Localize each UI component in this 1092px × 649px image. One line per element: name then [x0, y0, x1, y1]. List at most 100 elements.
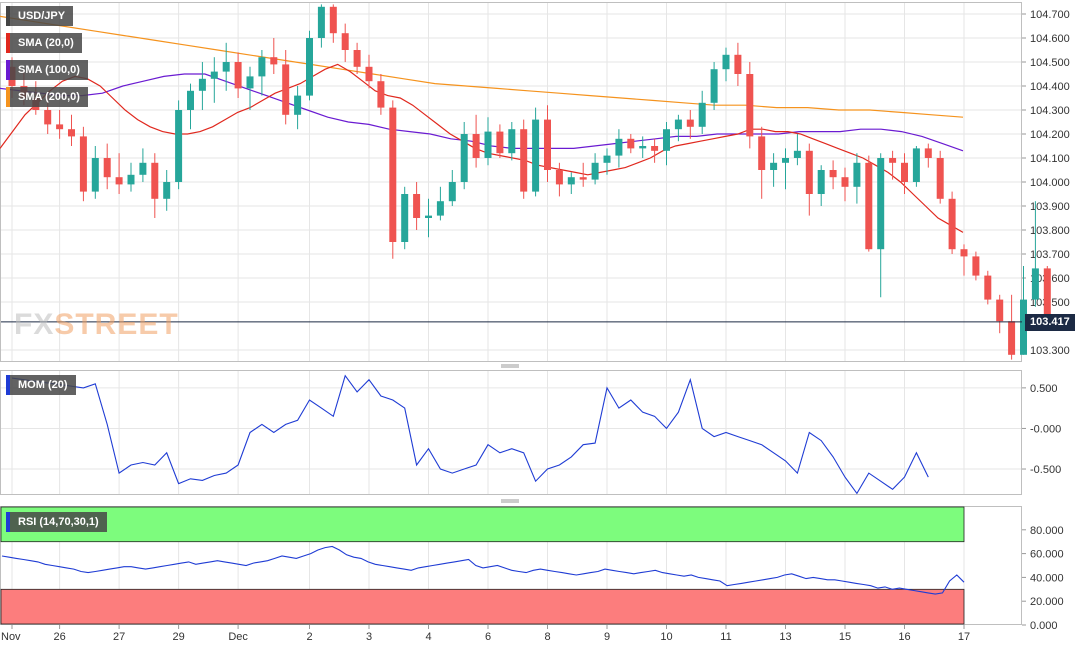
x-axis-label: 6 — [485, 631, 491, 643]
candle-body — [984, 275, 992, 300]
price-tick-label: 103.900 — [1030, 201, 1070, 213]
legend-rsi-swatch — [6, 512, 10, 532]
x-axis-label: 17 — [958, 631, 970, 643]
rsi-tick-label: 0.000 — [1030, 620, 1058, 632]
candle-body — [317, 6, 325, 39]
price-tick-label: 104.200 — [1030, 129, 1070, 141]
rsi-line — [1, 545, 965, 595]
rsi-tick-label: 20.000 — [1030, 596, 1064, 608]
legend-momentum[interactable]: MOM (20) — [6, 375, 76, 395]
x-axis-label: 13 — [779, 631, 791, 643]
sma100-line — [0, 73, 964, 152]
candle-body — [639, 146, 647, 149]
candle-body — [68, 129, 75, 137]
candle-body — [341, 33, 349, 50]
candle-body — [1043, 268, 1051, 322]
watermark-street: STREET — [54, 308, 179, 341]
candle-body — [520, 129, 528, 192]
candle-body — [663, 129, 670, 151]
rsi-overbought-zone — [0, 506, 965, 543]
price-tick-label: 104.500 — [1030, 57, 1070, 69]
rsi-tick-label: 60.000 — [1030, 549, 1064, 561]
x-axis-label: 11 — [720, 631, 731, 643]
candle-body — [377, 81, 385, 108]
legend-sma100-swatch — [6, 60, 10, 80]
legend-sma20-label: SMA (20,0) — [18, 37, 74, 49]
legend-sma200-swatch — [6, 87, 10, 107]
candle-body — [56, 124, 64, 130]
candle-body — [258, 57, 266, 77]
candle-body — [79, 136, 87, 192]
legend-usdjpy[interactable]: USD/JPY — [6, 6, 74, 26]
candle-body — [877, 158, 885, 250]
x-axis-label: Nov — [1, 631, 21, 643]
candle-body — [615, 138, 623, 156]
candle-body — [889, 158, 897, 163]
x-axis-label: Dec — [228, 631, 248, 643]
candle-body — [198, 78, 206, 91]
candle-body — [175, 110, 183, 182]
candle-body — [210, 71, 218, 79]
candle-body — [448, 182, 456, 202]
candle-body — [1008, 321, 1016, 355]
x-axis-label: 16 — [898, 631, 910, 643]
candle-body — [627, 138, 635, 149]
candle-body — [270, 57, 278, 65]
legend-rsi[interactable]: RSI (14,70,30,1) — [6, 512, 107, 532]
legend-momentum-swatch — [6, 375, 10, 395]
momentum-panel-frame — [0, 370, 1022, 495]
price-tick-label: 103.300 — [1030, 345, 1070, 357]
candle-body — [853, 162, 861, 187]
candle-body — [948, 198, 956, 250]
candle-body — [579, 177, 587, 180]
price-tick-label: 104.300 — [1030, 105, 1070, 117]
candle-body — [282, 64, 290, 115]
candle-body — [103, 158, 111, 178]
candle-body — [484, 131, 492, 158]
legend-sma20-swatch — [6, 33, 10, 53]
candle-body — [936, 158, 944, 199]
price-tick-label: 104.400 — [1030, 81, 1070, 93]
price-tick-label: 104.100 — [1030, 153, 1070, 165]
legend-sma20[interactable]: SMA (20,0) — [6, 33, 82, 53]
candle-body — [44, 110, 52, 125]
candle-body — [770, 162, 778, 170]
candle-body — [460, 134, 468, 182]
candle-body — [425, 215, 432, 218]
candle-body — [389, 107, 397, 242]
candle-body — [912, 148, 920, 182]
candle-body — [698, 102, 706, 127]
candle-body — [758, 136, 766, 170]
legend-sma200-label: SMA (200,0) — [18, 91, 80, 103]
candle-body — [91, 158, 99, 192]
x-axis-label: 3 — [366, 631, 372, 643]
candle-body — [294, 95, 302, 115]
candle-body — [544, 119, 551, 170]
x-axis-label: 9 — [604, 631, 610, 643]
x-axis-label: 8 — [544, 631, 550, 643]
legend-usdjpy-label: USD/JPY — [18, 10, 66, 22]
candle-body — [901, 162, 908, 182]
candle-body — [793, 150, 801, 158]
candle-body — [603, 155, 611, 163]
candle-body — [782, 158, 789, 163]
candle-body — [805, 150, 813, 194]
candle-body — [246, 76, 254, 89]
watermark-fx: FX — [14, 308, 55, 341]
candle-body — [722, 54, 730, 70]
candle-body — [365, 66, 373, 82]
x-axis-label: 26 — [53, 631, 65, 643]
candle-body — [139, 162, 147, 175]
legend-sma100[interactable]: SMA (100,0) — [6, 60, 88, 80]
legend-rsi-label: RSI (14,70,30,1) — [18, 516, 99, 528]
candle-body — [496, 131, 504, 154]
rsi-oversold-zone — [0, 588, 965, 625]
candle-body — [115, 177, 123, 185]
legend-sma200[interactable]: SMA (200,0) — [6, 87, 88, 107]
candle-body — [686, 119, 694, 127]
candle-body — [960, 249, 968, 257]
candle-body — [163, 182, 171, 199]
candle-body — [591, 162, 599, 180]
candle-body — [746, 74, 754, 137]
